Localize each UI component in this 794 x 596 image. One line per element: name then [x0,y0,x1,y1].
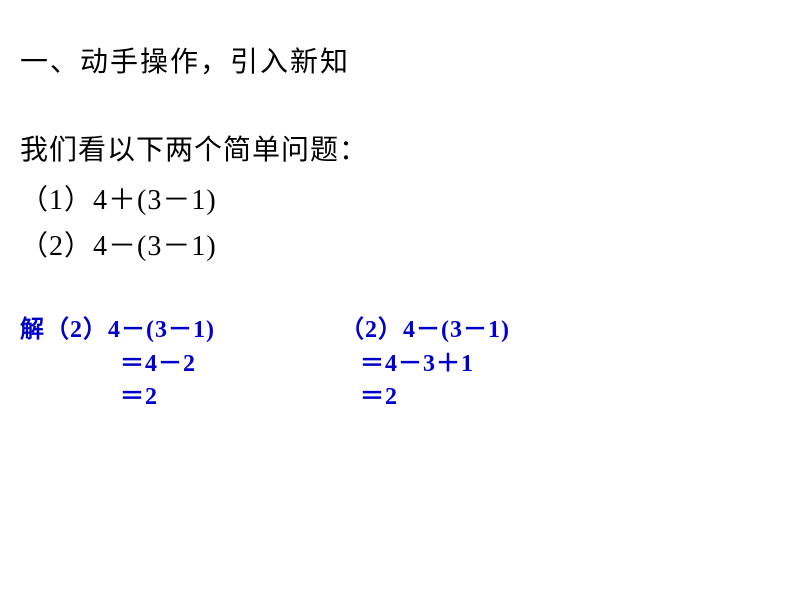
slide-content: 一、动手操作，引入新知 我们看以下两个简单问题： （1）4＋(3－1) （2）4… [0,0,794,435]
intro-text: 我们看以下两个简单问题： [20,128,774,168]
solution-right-line1: （2）4－(3－1) [340,314,640,348]
equation-1: （1）4＋(3－1) [20,178,774,218]
solution-left-line3: ＝2 [20,381,340,415]
section-title: 一、动手操作，引入新知 [20,40,774,80]
equation-2: （2）4－(3－1) [20,224,774,264]
solution-right: （2）4－(3－1) ＝4－3＋1 ＝2 [340,314,640,415]
solution-left: 解（2）4－(3－1) ＝4－2 ＝2 [20,314,340,415]
solutions-container: 解（2）4－(3－1) ＝4－2 ＝2 （2）4－(3－1) ＝4－3＋1 ＝2 [20,314,774,415]
solution-left-line1: 解（2）4－(3－1) [20,314,340,348]
solution-right-line3: ＝2 [340,381,640,415]
solution-right-line2: ＝4－3＋1 [340,348,640,382]
solution-left-line2: ＝4－2 [20,348,340,382]
